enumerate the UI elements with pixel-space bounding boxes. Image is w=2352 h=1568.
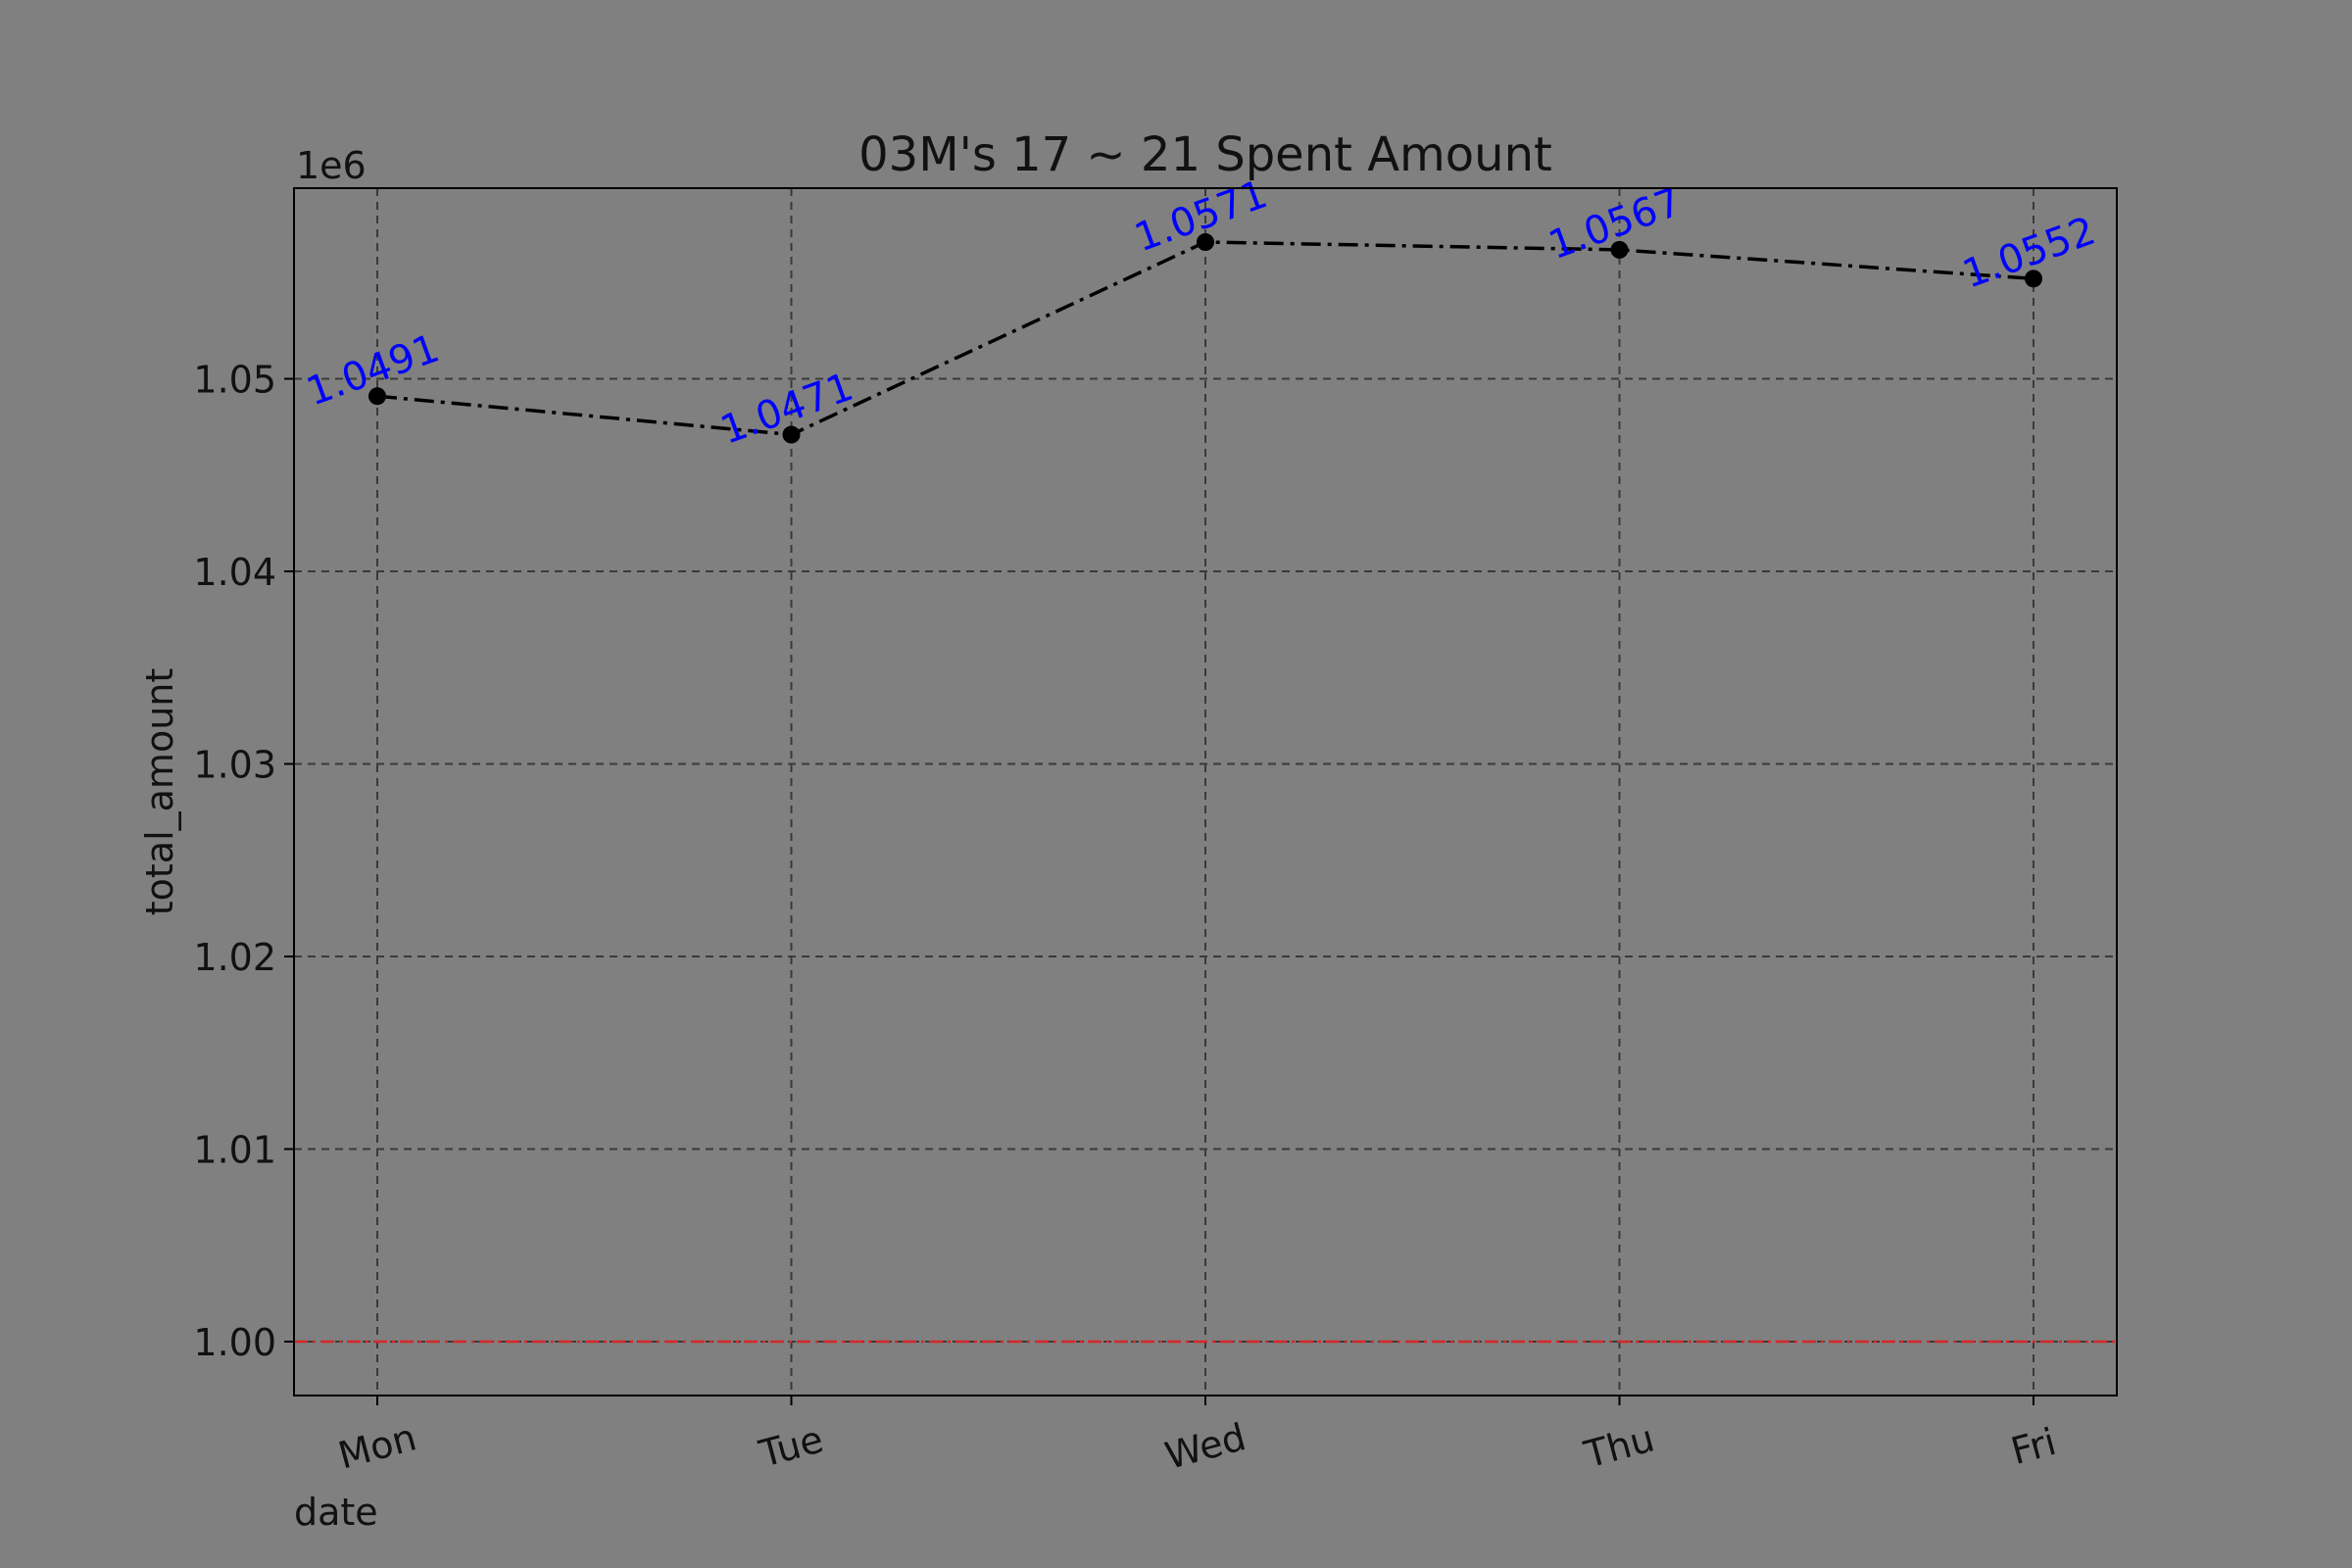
y-offset-label: 1e6 bbox=[296, 144, 367, 187]
data-point bbox=[782, 425, 801, 444]
data-point bbox=[1197, 233, 1214, 252]
y-tick-label: 1.02 bbox=[193, 936, 276, 979]
y-tick-label: 1.04 bbox=[193, 551, 276, 594]
y-tick-label: 1.03 bbox=[193, 744, 276, 787]
x-axis-ticks: Mon Tue Wed Thu Fri bbox=[334, 1396, 2061, 1478]
y-tick-label: 1.00 bbox=[193, 1321, 276, 1364]
data-point bbox=[2025, 270, 2042, 288]
series-group bbox=[368, 233, 2042, 444]
grid bbox=[294, 188, 2117, 1396]
x-tick-label: Fri bbox=[2006, 1420, 2060, 1473]
data-point bbox=[1610, 240, 1629, 259]
x-axis-label: date bbox=[294, 1491, 378, 1534]
x-tick-label: Wed bbox=[1160, 1415, 1250, 1478]
y-tick-label: 1.05 bbox=[193, 359, 276, 402]
y-axis-label: total_amount bbox=[138, 668, 181, 916]
x-tick-label: Thu bbox=[1579, 1417, 1658, 1477]
chart-title: 03M's 17 ~ 21 Spent Amount bbox=[858, 127, 1552, 182]
y-tick-label: 1.01 bbox=[193, 1128, 276, 1171]
x-tick-label: Mon bbox=[334, 1415, 421, 1477]
y-axis-ticks: 1.00 1.01 1.02 1.03 1.04 1.05 bbox=[193, 359, 294, 1364]
data-point bbox=[368, 387, 386, 406]
x-tick-label: Tue bbox=[754, 1417, 827, 1476]
